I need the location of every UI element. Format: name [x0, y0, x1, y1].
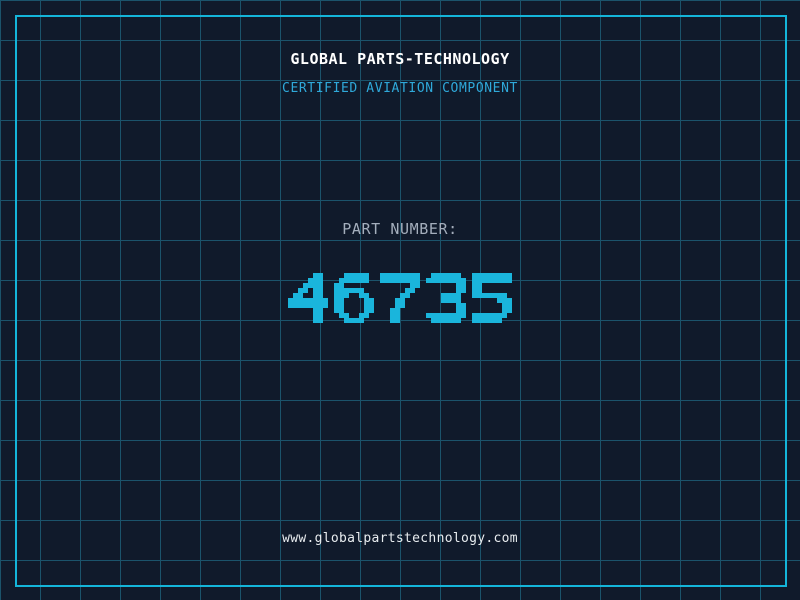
company-title: GLOBAL PARTS-TECHNOLOGY	[290, 50, 510, 68]
digit-6	[334, 273, 374, 323]
digit-3	[426, 273, 466, 323]
website-url: www.globalpartstechnology.com	[282, 531, 518, 546]
certification-subtitle: CERTIFIED AVIATION COMPONENT	[282, 81, 518, 96]
digit-5	[472, 273, 512, 323]
part-number-label: PART NUMBER:	[342, 220, 458, 238]
digit-4	[288, 273, 328, 323]
part-number-display	[0, 273, 800, 323]
digit-7	[380, 273, 420, 323]
